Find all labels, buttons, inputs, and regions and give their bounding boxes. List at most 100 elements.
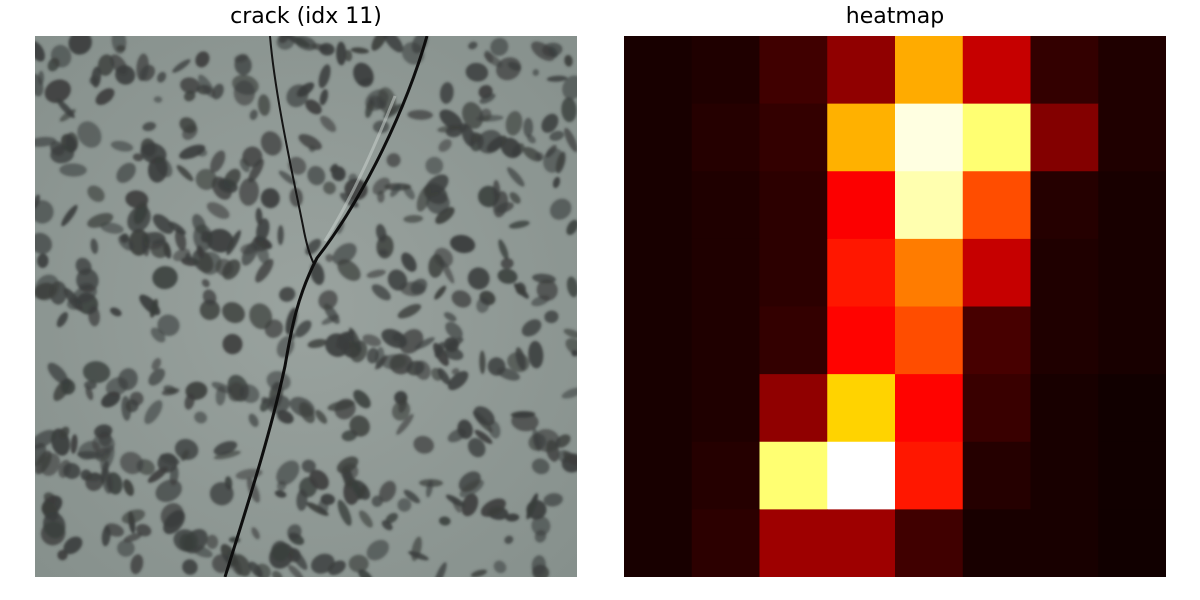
specimen-spot: [97, 54, 115, 76]
heatmap-cell-r4-c2: [759, 306, 828, 375]
specimen-spot: [509, 192, 521, 204]
specimen-spot: [479, 350, 486, 375]
specimen-spot: [565, 338, 577, 357]
specimen-spot: [288, 565, 304, 577]
specimen-spot: [248, 158, 264, 183]
specimen-spot: [180, 77, 201, 94]
specimen-spot: [407, 109, 433, 120]
specimen-spot: [497, 367, 520, 381]
specimen-spot: [239, 384, 260, 403]
specimen-spot: [160, 503, 184, 528]
specimen-spot: [451, 368, 460, 375]
specimen-spot: [425, 480, 433, 498]
heatmap-cell-r6-c2: [759, 441, 828, 510]
heatmap-cell-r7-c4: [895, 509, 964, 577]
specimen-spot: [234, 53, 249, 63]
specimen-spot: [465, 62, 489, 82]
specimen-spot: [77, 121, 102, 148]
heatmap-cell-r2-c1: [691, 171, 761, 240]
specimen-spot: [474, 429, 493, 444]
specimen-spot: [101, 391, 121, 408]
specimen-spot: [287, 524, 302, 540]
heatmap-cell-r3-c0: [624, 238, 693, 308]
heatmap-cell-r0-c1: [691, 36, 761, 105]
specimen-spot: [88, 306, 100, 327]
specimen-spot: [433, 247, 454, 268]
specimen-spot: [222, 333, 243, 355]
heatmap-cell-r2-c4: [895, 171, 964, 240]
heatmap-cell-r0-c4: [895, 36, 964, 105]
heatmap-cell-r5-c5: [962, 374, 1032, 443]
specimen-spot: [128, 229, 150, 256]
specimen-spot: [278, 170, 297, 185]
specimen-spot: [257, 94, 271, 116]
specimen-spot: [488, 420, 501, 439]
specimen-spot: [378, 249, 388, 256]
specimen-spot: [173, 529, 198, 552]
specimen-spot: [403, 489, 421, 504]
specimen-spot: [192, 214, 207, 234]
specimen-spot: [104, 523, 124, 537]
specimen-spot: [495, 202, 514, 214]
heatmap-cell-r0-c0: [624, 36, 693, 105]
specimen-spot: [508, 220, 530, 229]
specimen-spot: [325, 253, 334, 263]
specimen-spot: [549, 198, 572, 220]
specimen-spot: [461, 493, 479, 517]
heatmap-cell-r6-c5: [962, 441, 1032, 510]
specimen-spot: [342, 467, 354, 488]
heatmap-cell-r0-c2: [759, 36, 828, 105]
specimen-spot: [359, 510, 373, 528]
heatmap-cell-r1-c6: [1030, 103, 1099, 172]
specimen-spot: [337, 259, 361, 281]
specimen-spot: [411, 536, 422, 562]
specimen-spot: [307, 338, 327, 349]
specimen-spot: [63, 536, 83, 555]
specimen-spot: [100, 460, 109, 484]
specimen-spot: [279, 287, 296, 302]
specimen-spot: [336, 456, 359, 474]
specimen-spot: [130, 554, 144, 575]
specimen-spot: [276, 410, 294, 424]
specimen-spot: [498, 239, 509, 260]
specimen-spot: [531, 295, 550, 307]
specimen-spot: [566, 276, 577, 298]
specimen-spot: [344, 49, 353, 62]
heatmap-cell-r3-c1: [691, 238, 761, 308]
specimen-spot: [532, 427, 541, 452]
specimen-spot: [206, 534, 219, 549]
heatmap-cell-r5-c1: [691, 374, 761, 443]
specimen-spot: [352, 480, 371, 500]
specimen-spot: [372, 177, 391, 195]
specimen-spot: [377, 190, 385, 203]
specimen-spot: [445, 321, 463, 340]
heatmap-cell-r7-c7: [1098, 509, 1166, 577]
specimen-spot: [552, 176, 561, 189]
specimen-spot: [563, 328, 577, 339]
specimen-spot: [381, 354, 407, 370]
specimen-spot: [383, 36, 404, 53]
specimen-spot: [110, 54, 128, 76]
specimen-spot: [504, 535, 514, 544]
specimen-spot: [199, 299, 221, 320]
heatmap-cell-r2-c3: [827, 171, 896, 240]
specimen-spot: [222, 302, 245, 324]
specimen-spot: [439, 82, 454, 104]
specimen-spot: [510, 411, 536, 418]
heatmap-cell-r5-c4: [895, 374, 964, 443]
crack-branch-left: [269, 36, 315, 265]
specimen-spot: [296, 489, 308, 511]
specimen-spot: [125, 190, 149, 209]
heatmap-cell-r2-c7: [1098, 171, 1166, 240]
specimen-spot: [179, 117, 197, 134]
specimen-spot: [37, 253, 49, 268]
specimen-spot: [362, 334, 382, 347]
specimen-spot: [248, 561, 263, 577]
specimen-spot: [194, 411, 207, 424]
specimen-spot: [375, 224, 387, 242]
specimen-spot: [184, 90, 196, 102]
specimen-spot: [151, 358, 162, 371]
specimen-spot: [467, 267, 490, 290]
specimen-spot: [523, 117, 534, 138]
heatmap-cell-r7-c3: [827, 509, 896, 577]
